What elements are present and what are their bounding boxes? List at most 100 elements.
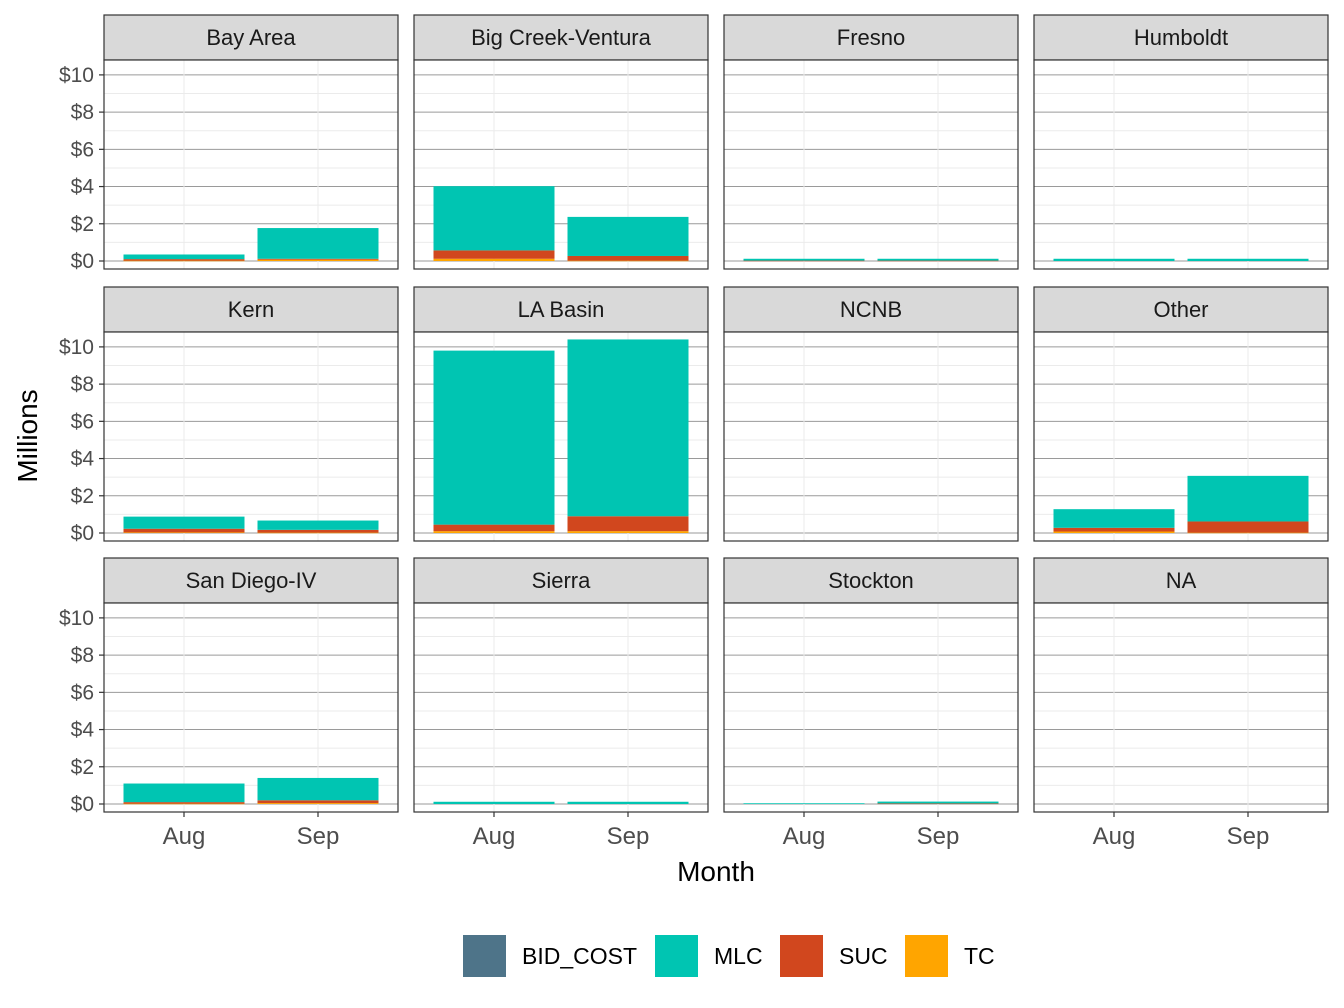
bar-la-basin-sep-tc bbox=[567, 531, 689, 533]
facet-strip-label: Fresno bbox=[837, 25, 905, 50]
y-tick-label: $10 bbox=[59, 336, 94, 359]
x-tick-label: Sep bbox=[607, 823, 650, 850]
facet-strip-label: Other bbox=[1153, 297, 1208, 322]
bar-kern-aug-suc bbox=[123, 528, 245, 533]
y-tick-label: $8 bbox=[71, 644, 94, 667]
facet-strip bbox=[103, 557, 399, 604]
bar-big-creek-ventura-sep-mlc bbox=[567, 216, 689, 256]
facet-stockton: Stockton bbox=[723, 557, 1019, 813]
panel-background bbox=[104, 603, 398, 812]
bar-la-basin-aug-suc bbox=[433, 524, 555, 532]
bar-other-sep-mlc bbox=[1187, 475, 1309, 522]
y-tick-label: $6 bbox=[71, 681, 94, 704]
bar-bay-area-aug-tc bbox=[123, 260, 245, 262]
bar-big-creek-ventura-aug-mlc bbox=[433, 186, 555, 251]
y-tick-label: $2 bbox=[71, 485, 94, 508]
facet-other: Other bbox=[1033, 286, 1329, 542]
bar-big-creek-ventura-sep-suc bbox=[567, 255, 689, 261]
axes: $0 $2 $4 $6 $8 $10 $0 $2 $4 $6 $8 $10 $0 $2 $4 $6 $8 $10 A… bbox=[59, 64, 1269, 850]
y-tick-label: $6 bbox=[71, 410, 94, 433]
bar-san-diego-iv-aug-suc bbox=[123, 802, 245, 804]
bar-kern-sep-tc bbox=[257, 532, 379, 534]
facet-strip-label: Big Creek-Ventura bbox=[471, 25, 652, 50]
bar-big-creek-ventura-aug-suc bbox=[433, 250, 555, 259]
bar-fresno-sep-suc bbox=[877, 260, 999, 262]
panel-background bbox=[1034, 603, 1328, 812]
legend-key-suc bbox=[780, 935, 823, 977]
bar-humboldt-aug-mlc bbox=[1053, 258, 1175, 261]
legend-label-suc: SUC bbox=[839, 943, 888, 969]
panel-border bbox=[723, 602, 1019, 813]
bar-bay-area-aug-mlc bbox=[123, 254, 245, 260]
bar-other-aug-suc bbox=[1053, 527, 1175, 532]
facet-strip bbox=[1033, 14, 1329, 61]
facet-strip-label: NCNB bbox=[840, 297, 902, 322]
facet-strip bbox=[413, 14, 709, 61]
facet-strip-label: Humboldt bbox=[1134, 25, 1228, 50]
bar-other-sep-suc bbox=[1187, 521, 1309, 533]
facet-panels: Bay Area Big Creek-Ventura Fresno Humboldt K… bbox=[103, 14, 1329, 813]
bar-san-diego-iv-aug-mlc bbox=[123, 783, 245, 803]
panel-border bbox=[103, 602, 399, 813]
legend-key-tc bbox=[905, 935, 948, 977]
facet-strip bbox=[1033, 286, 1329, 333]
y-tick-label: $0 bbox=[71, 793, 94, 816]
facet-kern: Kern bbox=[103, 286, 399, 542]
bar-stockton-sep-mlc bbox=[877, 801, 999, 804]
legend: BID_COST MLC SUC TC bbox=[463, 935, 995, 977]
x-tick-label: Sep bbox=[1227, 823, 1270, 850]
panel-background bbox=[414, 603, 708, 812]
x-tick-label: Aug bbox=[473, 823, 516, 850]
bar-other-aug-mlc bbox=[1053, 509, 1175, 528]
y-tick-label: $10 bbox=[59, 64, 94, 87]
facet-strip bbox=[723, 286, 1019, 333]
panel-background bbox=[104, 332, 398, 541]
legend-key-bid-cost bbox=[463, 935, 506, 977]
bar-big-creek-ventura-aug-tc bbox=[433, 258, 555, 261]
facet-sierra: Sierra bbox=[413, 557, 709, 813]
facet-strip-label: San Diego-IV bbox=[186, 568, 317, 593]
bar-san-diego-iv-sep-suc bbox=[257, 800, 379, 804]
facet-strip bbox=[103, 14, 399, 61]
panel-border bbox=[1033, 331, 1329, 542]
bar-la-basin-sep-suc bbox=[567, 516, 689, 532]
y-axis-title: Millions bbox=[12, 389, 43, 482]
bar-fresno-aug-mlc bbox=[743, 258, 865, 261]
bar-la-basin-sep-mlc bbox=[567, 339, 689, 517]
bar-other-aug-tc bbox=[1053, 531, 1175, 533]
x-tick-label: Sep bbox=[917, 823, 960, 850]
x-tick-label: Aug bbox=[163, 823, 206, 850]
facet-strip-label: NA bbox=[1166, 568, 1197, 593]
panel-border bbox=[413, 602, 709, 813]
bar-kern-sep-mlc bbox=[257, 520, 379, 530]
facet-strip-label: Kern bbox=[228, 297, 274, 322]
bar-bay-area-aug-suc bbox=[123, 259, 245, 261]
panel-border bbox=[103, 331, 399, 542]
facet-strip-label: Stockton bbox=[828, 568, 914, 593]
legend-label-bid-cost: BID_COST bbox=[522, 943, 637, 969]
bar-fresno-aug-suc bbox=[743, 260, 865, 262]
y-tick-label: $8 bbox=[71, 373, 94, 396]
bar-kern-aug-mlc bbox=[123, 516, 245, 529]
bar-fresno-sep-mlc bbox=[877, 258, 999, 261]
facet-strip bbox=[413, 286, 709, 333]
x-tick-label: Sep bbox=[297, 823, 340, 850]
bar-san-diego-iv-sep-tc bbox=[257, 803, 379, 804]
legend-label-tc: TC bbox=[964, 943, 995, 969]
bar-other-sep-tc bbox=[1187, 532, 1309, 534]
bar-la-basin-aug-mlc bbox=[433, 350, 555, 525]
bar-la-basin-aug-tc bbox=[433, 531, 555, 533]
panel-border bbox=[413, 59, 709, 270]
facet-strip bbox=[723, 14, 1019, 61]
y-tick-label: $0 bbox=[71, 522, 94, 545]
panel-background bbox=[724, 332, 1018, 541]
y-tick-label: $0 bbox=[71, 250, 94, 273]
bar-sierra-aug-mlc bbox=[433, 801, 555, 804]
facet-bay-area: Bay Area bbox=[103, 14, 399, 270]
panel-border bbox=[723, 331, 1019, 542]
y-tick-label: $2 bbox=[71, 756, 94, 779]
panel-background bbox=[1034, 60, 1328, 269]
facet-strip bbox=[413, 557, 709, 604]
panel-border bbox=[103, 59, 399, 270]
facet-san-diego-iv: San Diego-IV bbox=[103, 557, 399, 813]
